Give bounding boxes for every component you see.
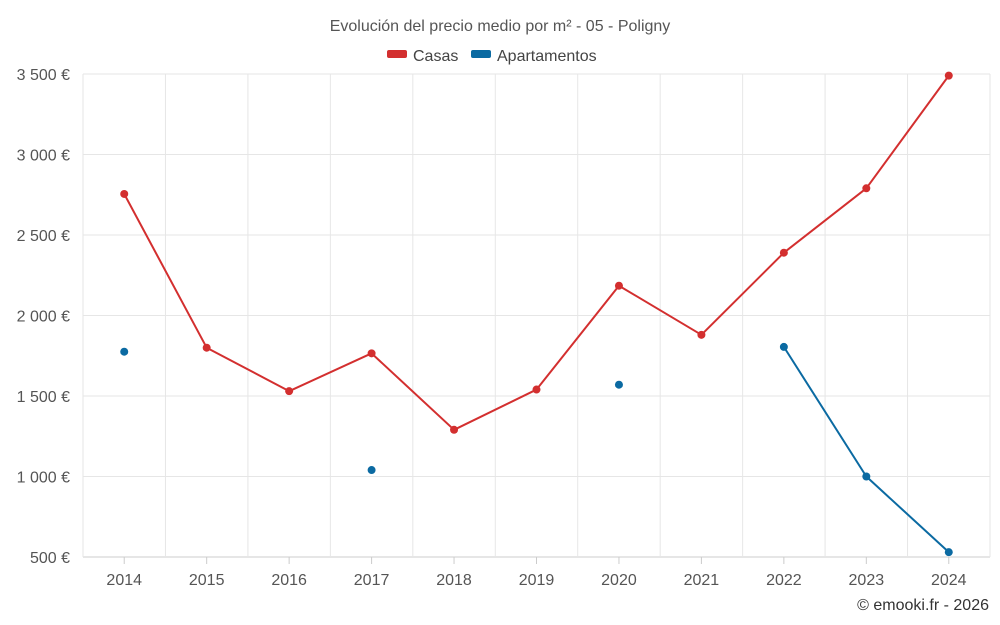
y-tick-label: 1 000 €: [17, 470, 70, 487]
y-axis-ticks: 500 € 1 000 € 1 500 € 2 000 € 2 500 € 3 000 €…: [17, 67, 70, 567]
x-tick-label: 2017: [354, 572, 390, 589]
legend: Casas Apartamentos: [387, 48, 597, 65]
data-point-apartamentos[interactable]: [862, 472, 871, 481]
data-point-casas[interactable]: [697, 330, 706, 339]
data-point-apartamentos[interactable]: [779, 342, 788, 351]
legend-label-apartamentos: Apartamentos: [497, 48, 597, 65]
x-axis-ticks: 2014 2015 2016 2017 2018 2019 2020 2021 2022 2023…: [106, 572, 966, 589]
y-tick-label: 500 €: [30, 550, 70, 567]
grid: [82, 73, 991, 564]
x-tick-label: 2015: [189, 572, 225, 589]
data-point-apartamentos[interactable]: [367, 466, 376, 475]
series-line-apartamentos: [783, 346, 950, 553]
chart-title: Evolución del precio medio por m² - 05 -…: [330, 18, 671, 35]
data-point-apartamentos[interactable]: [944, 548, 953, 557]
y-tick-label: 3 000 €: [17, 148, 70, 165]
data-point-apartamentos[interactable]: [120, 347, 129, 356]
x-tick-label: 2019: [519, 572, 555, 589]
legend-item-casas[interactable]: Casas: [387, 48, 458, 65]
data-point-casas[interactable]: [532, 385, 541, 394]
legend-swatch-casas: [387, 50, 407, 58]
data-point-casas[interactable]: [367, 349, 376, 358]
data-point-casas[interactable]: [285, 387, 294, 396]
data-point-casas[interactable]: [120, 189, 129, 198]
data-point-casas[interactable]: [779, 248, 788, 257]
credit-text: © emooki.fr - 2026: [857, 597, 989, 614]
x-tick-label: 2021: [684, 572, 720, 589]
series-apartamentos: [120, 342, 953, 557]
x-tick-label: 2016: [271, 572, 307, 589]
series-casas: [120, 71, 953, 434]
legend-swatch-apartamentos: [471, 50, 491, 58]
data-point-apartamentos[interactable]: [614, 380, 623, 389]
series: [120, 71, 953, 557]
legend-label-casas: Casas: [413, 48, 458, 65]
x-tick-label: 2022: [766, 572, 802, 589]
data-point-casas[interactable]: [944, 71, 953, 80]
x-tick-label: 2014: [106, 572, 142, 589]
y-tick-label: 3 500 €: [17, 67, 70, 84]
data-point-casas[interactable]: [614, 281, 623, 290]
data-point-casas[interactable]: [202, 343, 211, 352]
y-tick-label: 2 000 €: [17, 309, 70, 326]
x-tick-label: 2020: [601, 572, 637, 589]
y-tick-label: 1 500 €: [17, 389, 70, 406]
legend-item-apartamentos[interactable]: Apartamentos: [471, 48, 597, 65]
data-point-casas[interactable]: [450, 425, 459, 434]
x-tick-label: 2023: [849, 572, 885, 589]
x-tick-label: 2024: [931, 572, 967, 589]
y-tick-label: 2 500 €: [17, 228, 70, 245]
data-point-casas[interactable]: [862, 184, 871, 193]
x-tick-label: 2018: [436, 572, 472, 589]
